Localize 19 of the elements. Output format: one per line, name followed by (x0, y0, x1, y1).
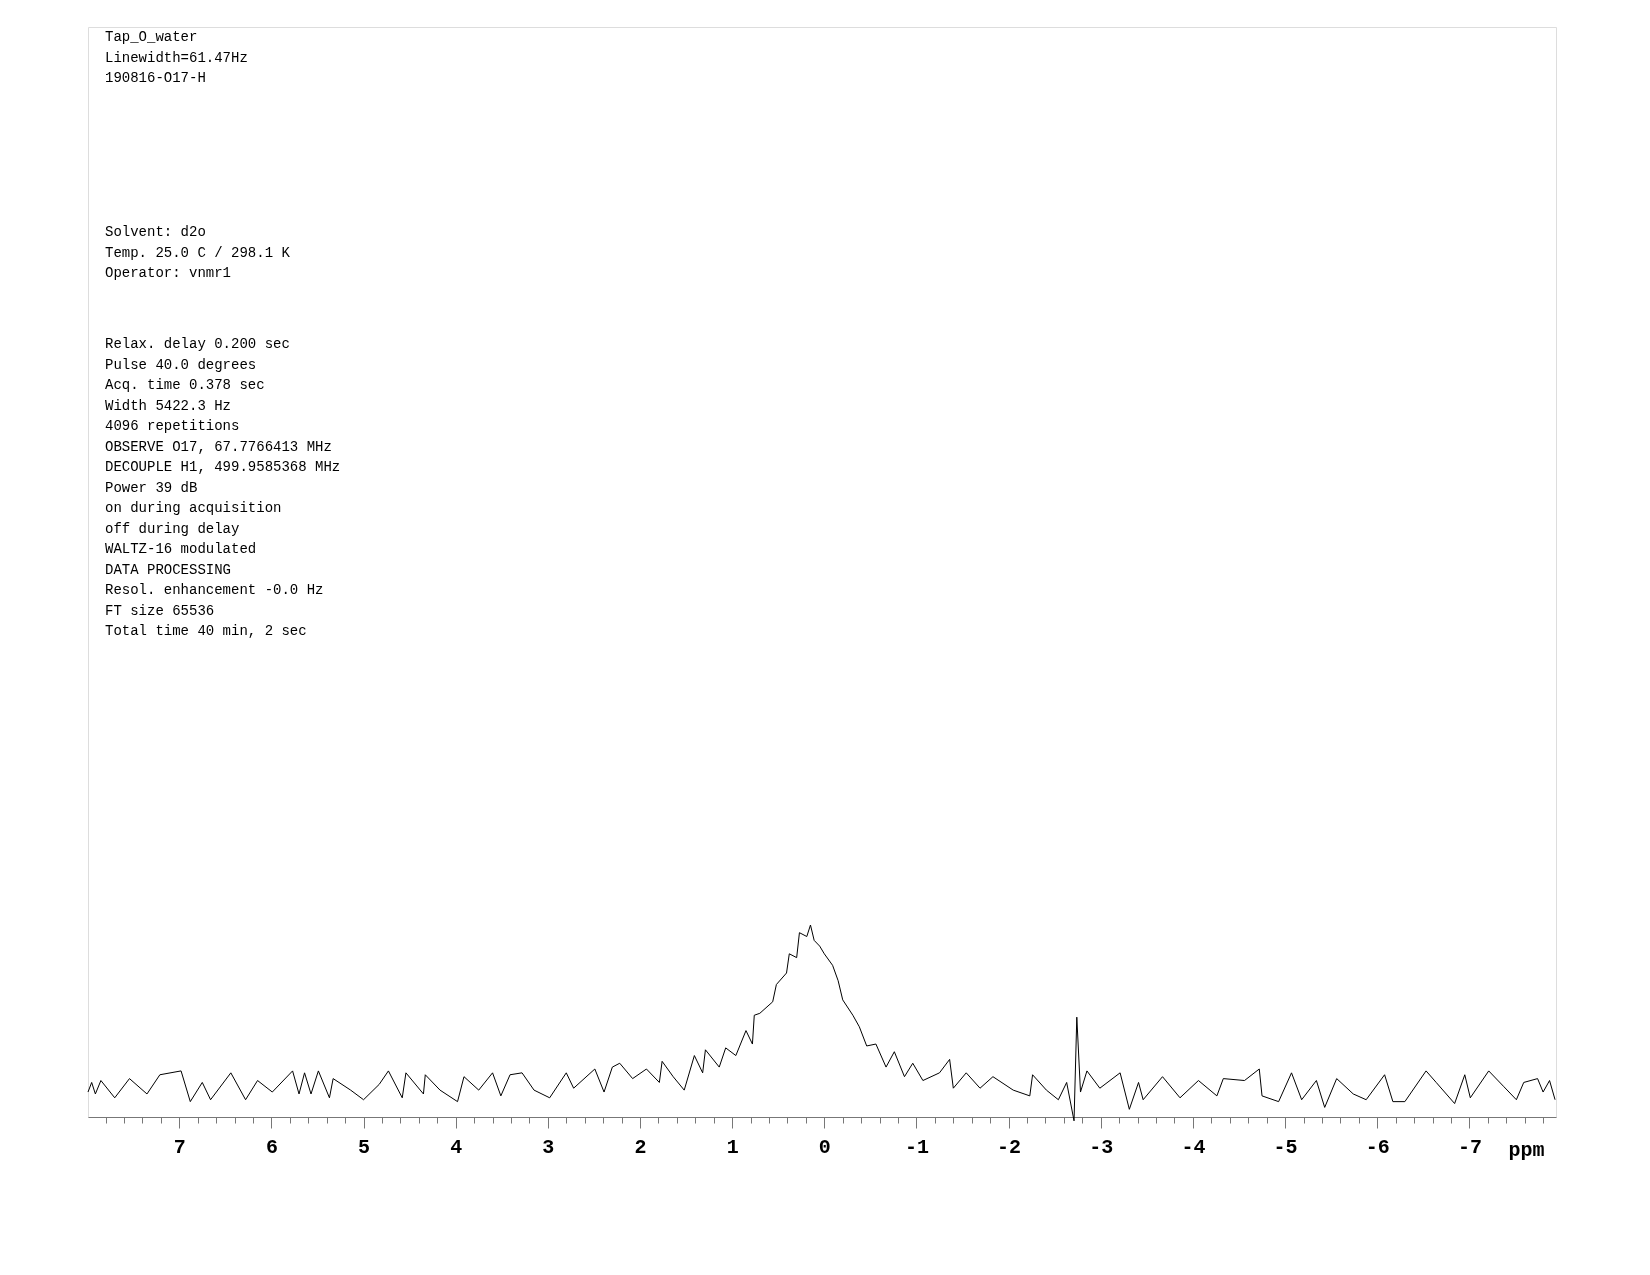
x-tick-label: 4 (450, 1135, 463, 1159)
x-tick-label: 7 (173, 1135, 186, 1159)
x-tick-label: 1 (726, 1135, 739, 1159)
x-tick-label: -4 (1181, 1135, 1206, 1159)
x-tick-label: -2 (997, 1135, 1022, 1159)
x-tick-label: 3 (542, 1135, 555, 1159)
x-tick-label: -6 (1365, 1135, 1390, 1159)
x-tick-label: 2 (634, 1135, 647, 1159)
x-tick-label: -5 (1273, 1135, 1298, 1159)
x-tick-label: -1 (904, 1135, 929, 1159)
x-tick-label: -3 (1089, 1135, 1114, 1159)
x-axis-title: ppm (1508, 1138, 1545, 1162)
x-tick-label: 6 (265, 1135, 278, 1159)
text: Solvent: d2o Temp. 25.0 C / 298.1 K Operator: vnmr1 (105, 224, 291, 281)
text: Tap_O_water Linewidth=61.47Hz 190816-O17-H (105, 29, 248, 86)
text: Relax. delay 0.200 sec Pulse 40.0 degrees Acq. time 0.378 sec Width 5422.3 Hz 4096 repetitions OBSERVE O17, 67.7766413 MHz DECOUPLE H1, 499.9585368 MHz Power 39 dB on during acquisition off during delay WALTZ-16 modulated DATA PROCESSING Resol. enhancement -0.0 Hz FT size 65536 Total time 40 min, 2 sec (105, 336, 341, 639)
x-tick-label: -7 (1457, 1135, 1482, 1159)
x-tick-label: 5 (358, 1135, 371, 1159)
x-tick-label: 0 (818, 1135, 831, 1159)
